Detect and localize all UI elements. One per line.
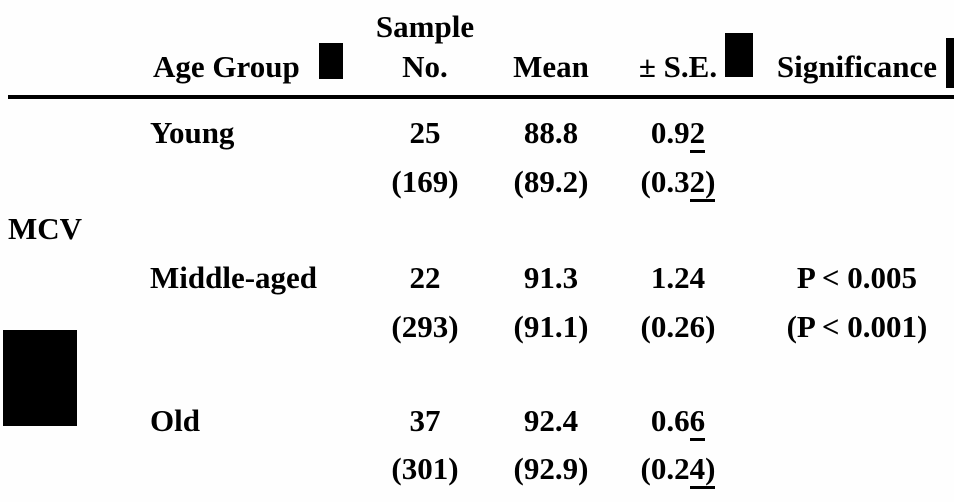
cell-old-se-paren: (0.24) — [598, 452, 758, 489]
cell-young-mean-paren: (89.2) — [513, 164, 589, 199]
se-text: 0.9 — [650, 115, 690, 150]
cell-old-sample-paren: (301) — [391, 451, 459, 486]
cell-young-sample: 25 — [409, 115, 441, 150]
scan-artifact-bar-after-significance — [946, 38, 954, 88]
cell-young-sample-paren: (169) — [391, 164, 459, 199]
column-header-age-group: Age Group — [153, 49, 300, 84]
scan-artifact-square-after-age-group — [319, 43, 343, 79]
se-text: 1.24 — [650, 260, 706, 295]
cell-old-sample: 37 — [409, 403, 441, 438]
se-text: (0.3 — [640, 164, 690, 199]
cell-middle-mean-paren: (91.1) — [513, 309, 589, 344]
column-header-significance: Significance — [776, 49, 938, 84]
cell-old-mean: 92.4 — [523, 403, 579, 438]
se-underlined-digit: 6 — [689, 404, 706, 441]
column-header-sample-line1: Sample — [375, 9, 475, 44]
cell-middle-sample: 22 — [409, 260, 441, 295]
cell-middle-se-paren: (0.26) — [598, 310, 758, 344]
column-header-se: ± S.E. — [638, 49, 718, 84]
column-header-sample-line2: No. — [402, 49, 448, 84]
column-header-mean: Mean — [513, 49, 589, 84]
se-text: (0.2 — [640, 451, 690, 486]
scan-artifact-large-square — [3, 330, 77, 426]
se-underlined-digit: 2 — [689, 116, 706, 153]
cell-middle-se: 1.24 — [598, 261, 758, 295]
cell-old-mean-paren: (92.9) — [513, 451, 589, 486]
cell-middle-significance: P < 0.005 — [796, 260, 918, 295]
cell-young-se: 0.92 — [598, 116, 758, 153]
row-label-middle-aged: Middle-aged — [150, 260, 318, 295]
row-group-label-mcv: MCV — [8, 211, 83, 246]
se-text: (0.26) — [640, 309, 716, 344]
se-underlined-digit: 4) — [689, 452, 716, 489]
cell-old-se: 0.66 — [598, 404, 758, 441]
row-label-old: Old — [150, 403, 200, 438]
row-label-young: Young — [150, 115, 235, 150]
cell-young-se-paren: (0.32) — [598, 165, 758, 202]
cell-middle-mean: 91.3 — [523, 260, 579, 295]
se-underlined-digit: 2) — [689, 165, 716, 202]
cell-middle-significance-paren: (P < 0.001) — [786, 309, 928, 344]
table-header-rule — [8, 95, 954, 99]
cell-middle-sample-paren: (293) — [391, 309, 459, 344]
se-text: 0.6 — [650, 403, 690, 438]
scan-artifact-square-after-se — [725, 33, 753, 77]
cell-young-mean: 88.8 — [523, 115, 579, 150]
